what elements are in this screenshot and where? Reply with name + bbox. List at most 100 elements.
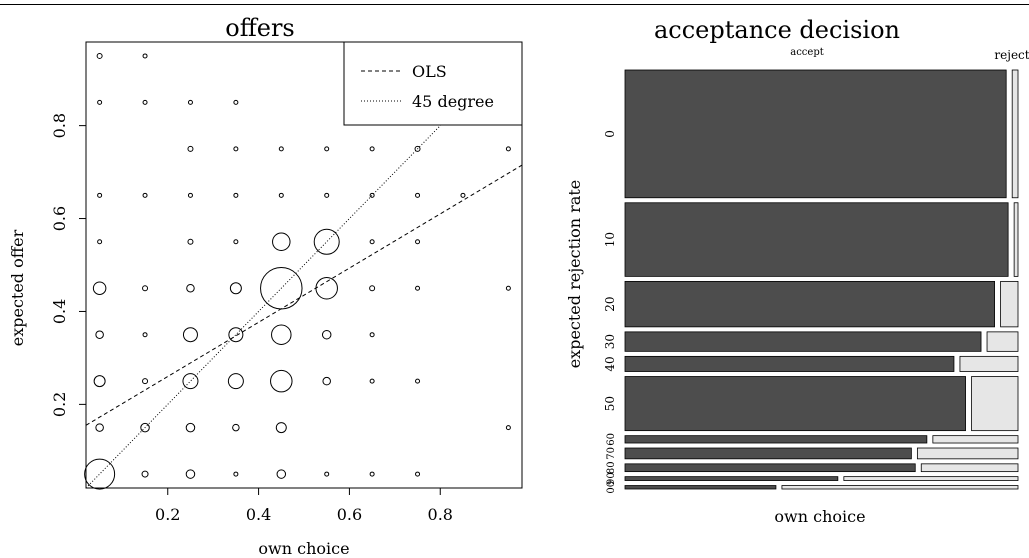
scatter-point (369, 239, 375, 245)
y-tick-label: 0.2 (50, 392, 69, 417)
scatter-point (187, 238, 194, 245)
scatter-point (228, 327, 244, 343)
scatter-point (97, 99, 103, 105)
mosaic-tile-reject (920, 463, 1019, 473)
row-label: 00 (606, 481, 617, 494)
scatter-point (140, 422, 150, 433)
scatter-point (97, 239, 103, 245)
scatter-point (95, 330, 104, 339)
offers-x-label: own choice (258, 539, 349, 558)
scatter-point (84, 458, 116, 490)
scatter-point (186, 283, 195, 293)
scatter-point (187, 192, 193, 198)
scatter-point (322, 376, 331, 386)
scatter-point (233, 99, 239, 105)
scatter-point (97, 192, 103, 198)
scatter-point (187, 99, 193, 105)
legend-45-label: 45 degree (412, 92, 494, 111)
row-label: 10 (603, 232, 617, 247)
mosaic-tile-accept (624, 69, 1007, 199)
offers-y-label: expected offer (8, 229, 27, 346)
scatter-point (233, 471, 239, 477)
scatter-point (182, 373, 199, 390)
mosaic-tile-accept (624, 202, 1009, 277)
scatter-point (505, 425, 511, 431)
scatter-point (275, 422, 287, 434)
scatter-point (324, 192, 330, 198)
y-tick-label: 0.8 (50, 113, 69, 138)
scatter-point (321, 329, 332, 340)
scatter-point (505, 285, 511, 291)
scatter-point (315, 276, 338, 300)
mosaic-tile-accept (624, 280, 995, 328)
offers-chart: offers 0.2 0.4 0.6 0.8 0.2 0.4 0.6 0.8 own cho… (8, 14, 523, 558)
legend-ols-label: OLS (412, 62, 447, 81)
scatter-point (232, 423, 240, 432)
scatter-point (260, 266, 303, 310)
column-label-accept: accept (790, 47, 824, 58)
mosaic-tile-accept (624, 485, 777, 490)
mosaic-tile-accept (624, 355, 955, 372)
offers-title: offers (225, 14, 295, 42)
scatter-point (93, 375, 106, 388)
scatter-point (270, 369, 293, 393)
acceptance-x-label: own choice (774, 507, 865, 526)
mosaic-tile-reject (916, 447, 1019, 460)
offers-y-axis: 0.2 0.4 0.6 0.8 (50, 113, 86, 417)
scatter-point (233, 146, 239, 152)
scatter-point (141, 470, 149, 478)
scatter-point (142, 378, 149, 385)
mosaic-tile-reject (1011, 69, 1019, 199)
scatter-point (95, 423, 104, 432)
acceptance-chart: acceptance decision accept reject 0 10 20 3… (565, 16, 1029, 526)
row-label: 50 (603, 396, 617, 411)
row-label: 70 (606, 447, 617, 460)
x-tick-label: 0.6 (337, 505, 362, 524)
scatter-point (96, 52, 103, 59)
scatter-point (369, 192, 375, 198)
scatter-point (505, 146, 511, 152)
row-label: 90 (606, 472, 617, 485)
mosaic-tile-accept (624, 331, 982, 352)
offers-x-axis: 0.2 0.4 0.6 0.8 (155, 488, 453, 524)
scatter-point (369, 332, 375, 338)
x-tick-label: 0.8 (428, 505, 453, 524)
mosaic-tile-accept (624, 435, 928, 444)
row-label: 0 (603, 130, 617, 138)
scatter-point (187, 145, 194, 152)
scatter-point (369, 146, 375, 152)
mosaic-tile-reject (932, 435, 1019, 444)
scatter-point (229, 282, 242, 295)
top-rule (0, 4, 1029, 5)
scatter-point (369, 471, 375, 477)
scatter-point (415, 239, 421, 245)
scatter-point (324, 471, 330, 477)
mosaic-tile-reject (959, 355, 1019, 372)
column-label-reject: reject (994, 48, 1029, 62)
scatter-point (142, 99, 148, 105)
row-label: 80 (606, 461, 617, 474)
scatter-point (185, 469, 196, 479)
scatter-point (369, 378, 375, 384)
scatter-point (415, 378, 421, 384)
row-label: 40 (603, 356, 617, 371)
scatter-point (142, 192, 148, 198)
scatter-point (142, 285, 149, 292)
mosaic-tile-accept (624, 463, 916, 473)
row-label: 60 (606, 433, 617, 446)
scatter-point (185, 422, 196, 433)
scatter-point (182, 327, 198, 343)
scatter-point (324, 146, 330, 152)
acceptance-title: acceptance decision (654, 16, 900, 44)
mosaic-tile-reject (781, 485, 1019, 490)
scatter-point (278, 192, 284, 198)
acceptance-y-label: expected rejection rate (565, 180, 584, 369)
x-tick-label: 0.2 (155, 505, 180, 524)
mosaic-tile-reject (843, 476, 1019, 481)
mosaic-tile-accept (624, 376, 966, 432)
scatter-point (142, 53, 148, 59)
scatter-point (233, 239, 239, 245)
scatter-point (271, 324, 292, 345)
scatter-point (414, 145, 421, 152)
